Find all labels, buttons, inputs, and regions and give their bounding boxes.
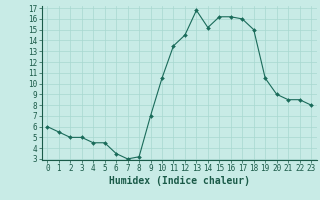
X-axis label: Humidex (Indice chaleur): Humidex (Indice chaleur) (109, 176, 250, 186)
